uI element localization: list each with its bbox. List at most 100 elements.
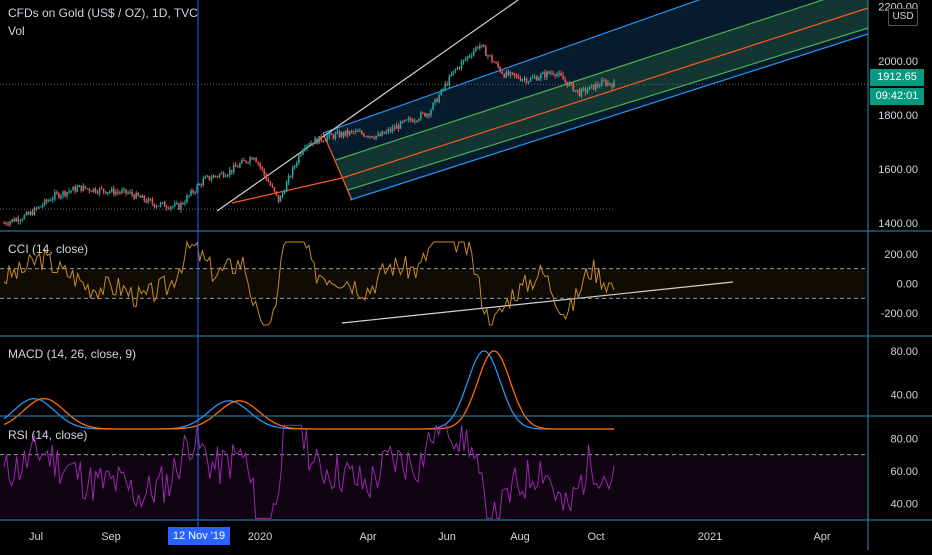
candle-body <box>257 161 259 164</box>
candle-body <box>332 134 335 139</box>
candle-body <box>407 118 410 120</box>
candle-body <box>127 192 129 194</box>
volume-legend[interactable]: Vol <box>8 24 25 38</box>
candle-body <box>391 127 394 132</box>
candle-body <box>74 186 76 192</box>
candle-body <box>216 176 219 178</box>
candle-body <box>206 175 209 177</box>
candle-body <box>300 154 302 156</box>
candle-body <box>275 191 278 195</box>
candle-body <box>102 188 105 192</box>
candle-body <box>444 83 447 90</box>
candle-body <box>184 202 186 204</box>
candle-body <box>188 195 190 197</box>
cci-legend[interactable]: CCI (14, close) <box>8 242 88 256</box>
channel-inner-lower-line <box>347 27 869 191</box>
candle-body <box>430 109 432 116</box>
candle-body <box>228 169 231 175</box>
candle-body <box>387 129 390 132</box>
symbol-legend[interactable]: CFDs on Gold (US$ / OZ), 1D, TVC <box>8 6 198 20</box>
currency-badge[interactable]: USD <box>888 8 918 26</box>
candle-body <box>603 80 605 82</box>
candle-body <box>497 62 499 67</box>
cci-tick-label: 0.00 <box>897 279 918 291</box>
candle-body <box>535 76 538 81</box>
candle-body <box>438 95 440 102</box>
candle-body <box>212 175 215 179</box>
candle-body <box>265 174 268 180</box>
candle-body <box>306 145 308 148</box>
candle-body <box>489 55 491 57</box>
candle-body <box>352 131 355 133</box>
candle-body <box>322 140 325 142</box>
candle-body <box>106 192 109 194</box>
candle-body <box>121 190 123 193</box>
candle-body <box>474 47 477 51</box>
candle-body <box>385 131 388 134</box>
candle-body <box>239 163 241 168</box>
candle-body <box>190 190 192 196</box>
candle-body <box>220 172 223 175</box>
candle-body <box>147 198 150 203</box>
candle-body <box>3 222 5 224</box>
candle-body <box>554 74 556 76</box>
candle-body <box>375 135 377 139</box>
candle-body <box>428 113 430 116</box>
cci-tick-label: -200.00 <box>881 308 918 320</box>
candle-body <box>415 120 418 122</box>
candle-body <box>249 157 251 163</box>
candle-body <box>141 195 144 198</box>
candle-body <box>210 178 213 180</box>
x-tick-label: Apr <box>813 531 830 543</box>
candle-body <box>582 88 585 90</box>
x-tick-label: 2021 <box>698 531 722 543</box>
price-tick-label: 1800.00 <box>878 110 918 122</box>
candle-body <box>145 200 148 203</box>
candle-body <box>155 205 158 207</box>
candle-body <box>131 191 133 195</box>
candle-body <box>35 207 38 209</box>
candle-body <box>466 56 469 60</box>
candle-body <box>312 142 314 145</box>
channel-median-line <box>341 7 869 179</box>
candle-body <box>100 188 103 190</box>
x-tick-label: 2020 <box>248 531 272 543</box>
candle-body <box>68 191 70 193</box>
candle-body <box>259 163 261 168</box>
candle-body <box>481 44 483 46</box>
candle-body <box>72 186 74 191</box>
rsi-legend[interactable]: RSI (14, close) <box>8 428 87 442</box>
candle-body <box>483 44 485 47</box>
candle-body <box>381 131 383 136</box>
candle-body <box>519 78 522 81</box>
rsi-band-fill <box>0 454 868 520</box>
symbol-title: CFDs on Gold (US$ / OZ), 1D, TVC <box>8 6 198 20</box>
candle-body <box>123 189 125 191</box>
candle-body <box>560 72 562 76</box>
candle-body <box>115 191 117 195</box>
candle-body <box>552 73 554 75</box>
x-tick-label: Apr <box>359 531 376 543</box>
candle-body <box>525 78 528 83</box>
candle-body <box>601 80 603 86</box>
candle-body <box>501 71 503 74</box>
candle-body <box>76 187 78 192</box>
candle-body <box>62 191 64 196</box>
macd-legend[interactable]: MACD (14, 26, close, 9) <box>8 347 136 361</box>
candle-body <box>296 163 298 167</box>
candle-body <box>507 71 510 76</box>
candle-body <box>420 112 422 120</box>
candle-body <box>395 125 398 129</box>
candle-body <box>214 175 217 177</box>
candle-body <box>169 206 172 209</box>
candle-body <box>119 192 121 194</box>
candle-body <box>377 133 379 136</box>
candle-body <box>186 195 188 203</box>
rsi-tick-label: 80.00 <box>890 433 918 445</box>
candle-body <box>422 112 424 114</box>
candle-body <box>432 102 434 110</box>
candle-body <box>365 136 367 138</box>
candle-body <box>273 187 276 192</box>
